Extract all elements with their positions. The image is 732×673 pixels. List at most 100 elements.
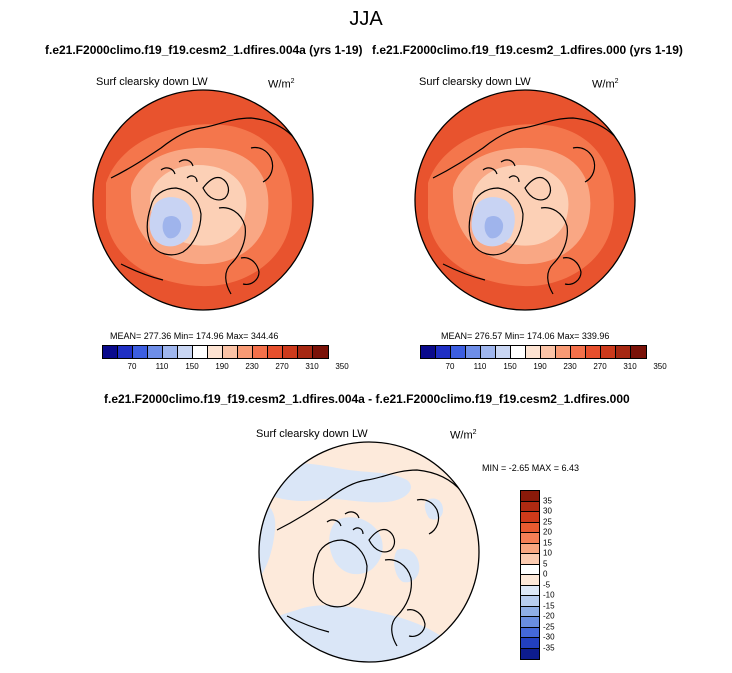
panel-left-stats: MEAN= 277.36 Min= 174.96 Max= 344.46	[110, 331, 279, 341]
colorbar-swatch	[223, 346, 238, 358]
diff-stats: MIN = -2.65 MAX = 6.43	[482, 463, 580, 473]
map-border	[414, 89, 636, 311]
colorbar-swatch	[521, 501, 539, 512]
panel-left-colorbar	[102, 345, 329, 359]
colorbar-tick-label: 150	[185, 362, 199, 371]
colorbar-swatch	[521, 585, 539, 596]
colorbar-tick-label: 150	[503, 362, 517, 371]
colorbar-tick-label: 0	[543, 569, 548, 579]
panel-left-case-title: f.e21.F2000climo.f19_f19.cesm2_1.dfires.…	[45, 43, 363, 57]
colorbar-swatch	[521, 522, 539, 533]
colorbar-tick-label: 350	[335, 362, 349, 371]
coastlines	[432, 117, 619, 295]
diff-polar-map	[258, 441, 480, 663]
colorbar-swatch	[521, 564, 539, 575]
colorbar-swatch	[586, 346, 601, 358]
colorbar-tick-label: -5	[543, 580, 551, 589]
colorbar-swatch	[268, 346, 283, 358]
diff-units: W/m2	[450, 429, 477, 442]
colorbar-tick-label: 190	[533, 362, 547, 371]
colorbar-swatch	[526, 346, 541, 358]
colorbar-tick-label: 30	[543, 506, 552, 516]
panel-right-stats: MEAN= 276.57 Min= 174.06 Max= 339.96	[441, 331, 610, 341]
colorbar-tick-label: -25	[543, 622, 555, 631]
colorbar-tick-label: -20	[543, 611, 555, 621]
colorbar-swatch	[163, 346, 178, 358]
main-title: JJA	[349, 8, 383, 30]
colorbar-swatch	[521, 533, 539, 544]
colorbar-tick-label: 310	[305, 362, 319, 371]
diff-title: f.e21.F2000climo.f19_f19.cesm2_1.dfires.…	[104, 392, 630, 406]
colorbar-tick-label: 270	[593, 362, 607, 371]
colorbar-swatch	[283, 346, 298, 358]
colorbar-swatch	[521, 606, 539, 617]
panel-right-units: W/m2	[592, 78, 619, 91]
colorbar-tick-label: 25	[543, 517, 552, 526]
colorbar-swatch	[193, 346, 208, 358]
colorbar-swatch	[481, 346, 496, 358]
diff-variable: Surf clearsky down LW	[256, 428, 368, 440]
colorbar-swatch	[521, 638, 539, 649]
colorbar-swatch	[521, 543, 539, 554]
map-border	[258, 441, 480, 663]
colorbar-tick-label: 15	[543, 538, 552, 547]
colorbar-tick-label: -15	[543, 601, 555, 610]
colorbar-swatch	[511, 346, 526, 358]
map-border	[92, 89, 314, 311]
colorbar-swatch	[253, 346, 268, 358]
colorbar-swatch	[451, 346, 466, 358]
panel-left-colorbar-ticks: 70 110 150 190 230 270 310 350	[102, 362, 349, 372]
colorbar-swatch	[118, 346, 133, 358]
colorbar-swatch	[178, 346, 193, 358]
colorbar-tick-label: 190	[215, 362, 229, 371]
colorbar-tick-label: 70	[445, 362, 455, 371]
coastlines	[110, 117, 297, 295]
colorbar-tick-label: 270	[275, 362, 289, 371]
colorbar-swatch	[521, 512, 539, 523]
colorbar-swatch	[521, 596, 539, 607]
colorbar-swatch	[298, 346, 313, 358]
colorbar-swatch	[521, 648, 539, 659]
colorbar-swatch	[571, 346, 586, 358]
colorbar-tick-label: -10	[543, 590, 555, 600]
colorbar-tick-label: 10	[543, 548, 552, 558]
panel-right-polar-map	[414, 89, 636, 311]
colorbar-tick-label: 350	[653, 362, 667, 371]
colorbar-tick-label: 35	[543, 496, 552, 505]
colorbar-tick-label: 230	[563, 362, 577, 371]
colorbar-swatch	[103, 346, 118, 358]
colorbar-tick-label: 20	[543, 527, 552, 537]
colorbar-swatch	[521, 627, 539, 638]
colorbar-swatch	[521, 617, 539, 628]
colorbar-tick-label: 110	[155, 362, 169, 371]
panel-right-case-title: f.e21.F2000climo.f19_f19.cesm2_1.dfires.…	[372, 43, 683, 57]
colorbar-swatch	[556, 346, 571, 358]
colorbar-swatch	[238, 346, 253, 358]
panel-right-colorbar	[420, 345, 647, 359]
colorbar-swatch	[631, 346, 646, 358]
colorbar-tick-label: 230	[245, 362, 259, 371]
colorbar-swatch	[466, 346, 481, 358]
colorbar-swatch	[521, 491, 539, 502]
panel-left-units: W/m2	[268, 78, 295, 91]
panel-left-variable: Surf clearsky down LW	[96, 76, 208, 88]
panel-left-polar-map	[92, 89, 314, 311]
colorbar-tick-label: -30	[543, 632, 555, 642]
colorbar-swatch	[601, 346, 616, 358]
colorbar-tick-label: 5	[543, 559, 548, 568]
colorbar-swatch	[421, 346, 436, 358]
colorbar-swatch	[496, 346, 511, 358]
colorbar-swatch	[521, 554, 539, 565]
colorbar-tick-label: -35	[543, 643, 555, 652]
colorbar-swatch	[208, 346, 223, 358]
colorbar-swatch	[133, 346, 148, 358]
colorbar-tick-label: 110	[473, 362, 487, 371]
panel-right-colorbar-ticks: 70 110 150 190 230 270 310 350	[420, 362, 667, 372]
colorbar-swatch	[541, 346, 556, 358]
colorbar-swatch	[313, 346, 328, 358]
colorbar-swatch	[436, 346, 451, 358]
colorbar-swatch	[148, 346, 163, 358]
colorbar-swatch	[521, 575, 539, 586]
diff-colorbar	[520, 490, 540, 660]
diff-colorbar-ticks: 35 30 25 20 15 10 5 0 -5 -10 -15 -20 -25 -30 -35	[543, 490, 573, 652]
